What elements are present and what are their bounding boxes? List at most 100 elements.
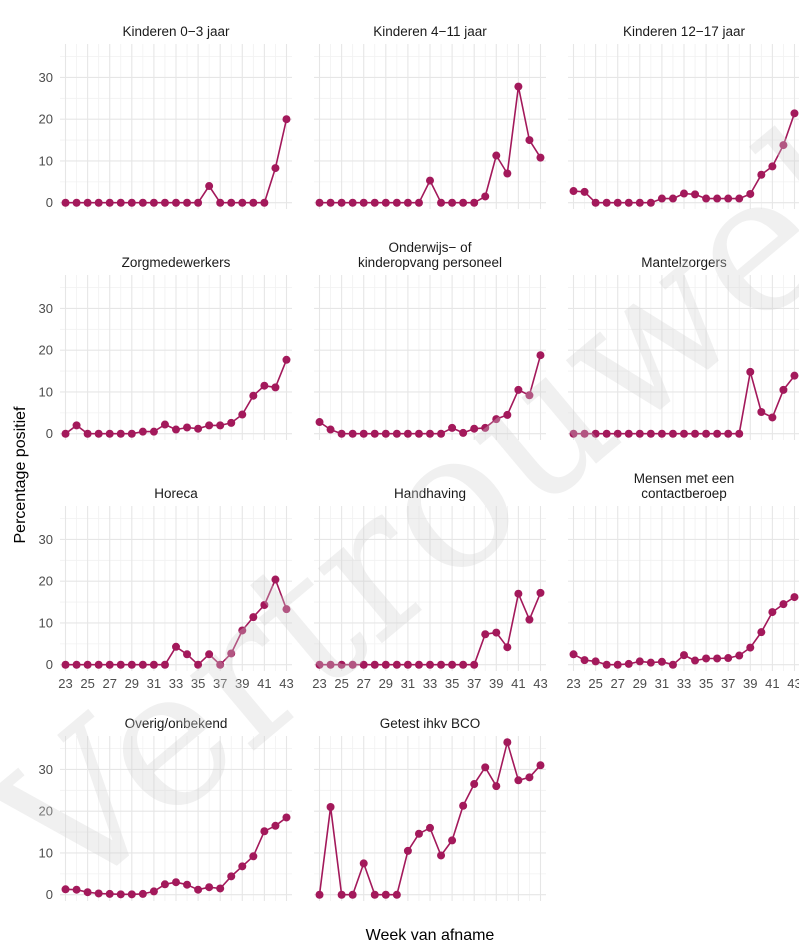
data-point xyxy=(437,429,446,438)
data-point xyxy=(337,429,346,438)
data-point xyxy=(282,115,291,124)
y-tick-label: 20 xyxy=(39,343,53,358)
data-point xyxy=(94,889,103,898)
data-point xyxy=(668,429,677,438)
data-point xyxy=(105,889,114,898)
data-point xyxy=(260,827,269,836)
data-point xyxy=(315,198,324,207)
data-point xyxy=(392,198,401,207)
x-tick-label: 29 xyxy=(125,676,139,691)
data-point xyxy=(746,189,755,198)
panel-title: Zorgmedewerkers xyxy=(122,255,231,270)
data-point xyxy=(205,421,214,430)
panel: Overig/onbekend 0 10 20 30 xyxy=(39,716,292,902)
data-point xyxy=(205,883,214,892)
data-point xyxy=(580,656,589,665)
data-point xyxy=(691,429,700,438)
data-point xyxy=(205,182,214,191)
x-tick-label: 37 xyxy=(213,676,227,691)
data-point xyxy=(138,198,147,207)
data-point xyxy=(260,601,269,609)
data-point xyxy=(657,194,666,203)
x-tick-label: 41 xyxy=(765,676,779,691)
data-point xyxy=(514,82,523,91)
x-tick-label: 41 xyxy=(257,676,271,691)
data-point xyxy=(580,429,589,438)
data-point xyxy=(160,420,169,429)
data-point xyxy=(83,429,92,438)
data-point xyxy=(790,593,799,602)
data-point xyxy=(569,187,578,196)
data-point xyxy=(271,383,280,392)
panel: Kinderen 4−11 jaar xyxy=(314,24,546,209)
data-point xyxy=(757,628,766,637)
data-point xyxy=(426,429,434,438)
data-point xyxy=(392,429,401,438)
data-point xyxy=(359,859,368,868)
data-point xyxy=(61,198,70,207)
x-tick-label: 41 xyxy=(511,676,525,691)
data-point xyxy=(536,153,545,162)
data-point xyxy=(525,615,534,624)
data-point xyxy=(194,660,203,669)
data-point xyxy=(94,660,103,669)
data-point xyxy=(271,821,280,830)
data-point xyxy=(624,659,633,668)
data-point xyxy=(735,651,744,660)
x-tick-label: 25 xyxy=(80,676,94,691)
data-point xyxy=(492,628,501,637)
data-point xyxy=(470,780,479,789)
data-point xyxy=(503,169,512,178)
data-point xyxy=(216,421,225,430)
data-point xyxy=(536,351,545,360)
data-point xyxy=(183,880,192,889)
panel: Horeca 0 10 20 30 23 25 27 29 31 33 35 37 39 41 43 xyxy=(39,486,294,691)
data-point xyxy=(724,429,733,438)
data-point xyxy=(172,642,180,651)
data-point xyxy=(591,198,600,207)
panel-title: Onderwijs− of xyxy=(389,240,472,255)
data-point xyxy=(503,410,512,419)
data-point xyxy=(61,660,70,669)
y-tick-label: 20 xyxy=(39,112,53,127)
data-point xyxy=(359,198,368,207)
y-tick-label: 30 xyxy=(39,70,53,85)
data-point xyxy=(94,198,103,207)
data-point xyxy=(183,198,192,207)
data-point xyxy=(271,164,280,173)
data-point xyxy=(514,589,523,598)
data-point xyxy=(646,198,655,207)
x-tick-label: 43 xyxy=(533,676,547,691)
data-point xyxy=(359,660,368,669)
data-point xyxy=(381,429,390,438)
data-point xyxy=(691,656,700,665)
data-point xyxy=(779,385,788,394)
data-point xyxy=(172,198,180,207)
panel-title: Kinderen 0−3 jaar xyxy=(123,24,230,39)
data-point xyxy=(326,660,335,669)
data-point xyxy=(337,890,346,899)
data-point xyxy=(569,429,578,438)
x-tick-label: 23 xyxy=(312,676,326,691)
data-point xyxy=(370,890,379,899)
data-point xyxy=(757,408,766,417)
data-point xyxy=(768,413,777,422)
data-point xyxy=(149,887,158,896)
data-point xyxy=(282,813,291,822)
data-point xyxy=(426,176,434,185)
data-point xyxy=(326,803,335,812)
panel: Handhaving 23 25 27 29 31 33 35 37 39 41 43 xyxy=(312,486,547,691)
data-point xyxy=(768,162,777,171)
data-point xyxy=(370,429,379,438)
x-tick-label: 35 xyxy=(445,676,459,691)
chart-panels: Kinderen 0−3 jaar 0 10 20 30 Kinderen 4−11 ja… xyxy=(39,24,799,902)
data-point xyxy=(403,660,412,669)
x-tick-label: 23 xyxy=(566,676,580,691)
panel: Kinderen 0−3 jaar 0 10 20 30 xyxy=(39,24,292,210)
data-point xyxy=(194,885,203,894)
data-point xyxy=(183,423,192,432)
y-axis-title: Percentage positief xyxy=(12,406,29,544)
data-point xyxy=(602,660,611,669)
data-point xyxy=(315,890,324,899)
